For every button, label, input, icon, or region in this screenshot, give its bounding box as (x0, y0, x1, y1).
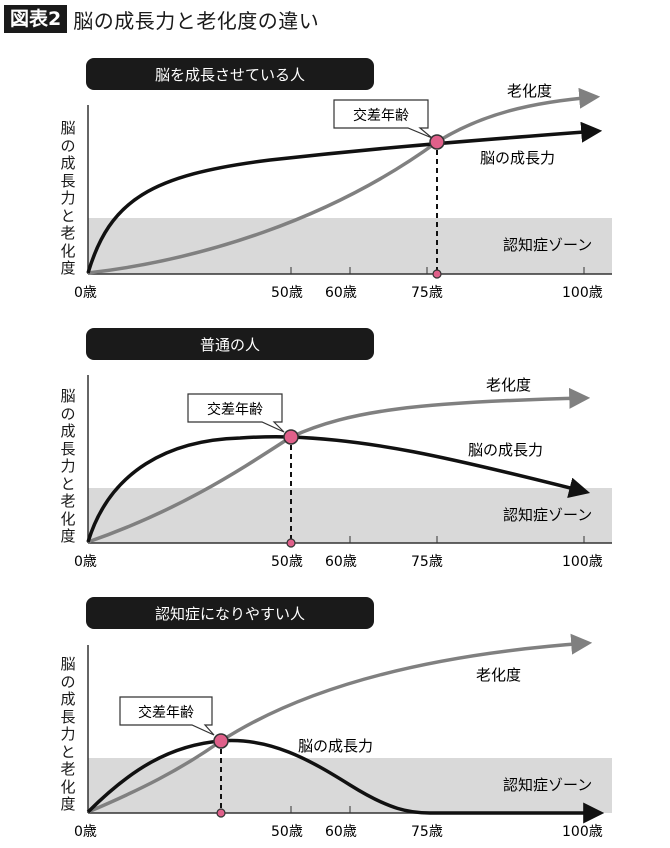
crossing-label: 交差年齢 (138, 704, 194, 721)
tick-label-100: 100歳 (562, 824, 603, 840)
panel-1-title: 脳を成長させている人 (86, 58, 374, 90)
panel-2-y-axis-label: 脳の成長力と老化度 (60, 387, 76, 545)
x-tick-labels: 0歳 50歳 60歳 75歳 100歳 (74, 285, 603, 301)
aging-line (87, 633, 593, 814)
crossing-age-marker (432, 269, 442, 279)
x-tick-labels: 0歳 50歳 60歳 75歳 100歳 (74, 554, 603, 570)
dementia-zone-label: 認知症ゾーン (503, 236, 592, 254)
growth-label: 脳の成長力 (468, 441, 543, 459)
crossing-label: 交差年齢 (353, 107, 409, 124)
dementia-zone (88, 218, 612, 274)
tick-label-100: 100歳 (562, 285, 603, 301)
growth-label: 脳の成長力 (298, 737, 373, 755)
crossing-age-marker (286, 538, 296, 548)
tick-label-75: 75歳 (411, 554, 443, 570)
crossing-label: 交差年齢 (207, 401, 263, 418)
aging-label: 老化度 (476, 666, 521, 684)
tick-label-100: 100歳 (562, 554, 603, 570)
dementia-zone-label: 認知症ゾーン (503, 506, 592, 524)
crossing-callout (119, 696, 215, 736)
crossing-callout (333, 99, 433, 139)
tick-label-75: 75歳 (411, 824, 443, 840)
crossing-callout (187, 393, 285, 433)
aging-label: 老化度 (507, 82, 552, 100)
crossing-marker (283, 429, 299, 445)
growth-line (86, 121, 603, 274)
aging-label: 老化度 (486, 376, 531, 394)
dementia-zone (88, 488, 612, 543)
figure-badge: 図表2 (4, 5, 68, 33)
figure-header: 図表2 脳の成長力と老化度の違い (4, 4, 319, 34)
tick-label-50: 50歳 (271, 554, 303, 570)
tick-label-60: 60歳 (325, 285, 357, 301)
tick-label-60: 60歳 (325, 554, 357, 570)
tick-label-50: 50歳 (271, 824, 303, 840)
tick-label-0: 0歳 (74, 285, 97, 301)
crossing-marker (429, 134, 445, 150)
x-ticks (349, 536, 585, 543)
tick-label-0: 0歳 (74, 824, 97, 840)
tick-label-75: 75歳 (411, 285, 443, 301)
chart-panel-1: 交差年齢 老化度 脳の成長力 認知症ゾーン 0歳 50歳 60歳 75歳 100… (74, 82, 612, 301)
chart-panel-3: 交差年齢 老化度 脳の成長力 認知症ゾーン 0歳 50歳 60歳 75歳 100… (74, 633, 612, 840)
panel-2-title: 普通の人 (86, 328, 374, 360)
growth-label: 脳の成長力 (480, 149, 555, 167)
figure-title: 脳の成長力と老化度の違い (73, 8, 320, 33)
chart-panel-2: 交差年齢 老化度 脳の成長力 認知症ゾーン 0歳 50歳 60歳 75歳 100… (74, 375, 612, 570)
tick-label-0: 0歳 (74, 554, 97, 570)
panel-3-y-axis-label: 脳の成長力と老化度 (60, 655, 76, 813)
panel-1-y-axis-label: 脳の成長力と老化度 (60, 119, 76, 277)
tick-label-60: 60歳 (325, 824, 357, 840)
panel-3-title: 認知症になりやすい人 (86, 597, 374, 629)
x-tick-labels: 0歳 50歳 60歳 75歳 100歳 (74, 824, 603, 840)
crossing-marker (213, 733, 229, 749)
dementia-zone-label: 認知症ゾーン (503, 776, 592, 794)
aging-line (87, 87, 601, 275)
growth-line (86, 738, 605, 824)
tick-label-50: 50歳 (271, 285, 303, 301)
x-ticks (290, 267, 585, 274)
crossing-age-marker (216, 808, 226, 818)
